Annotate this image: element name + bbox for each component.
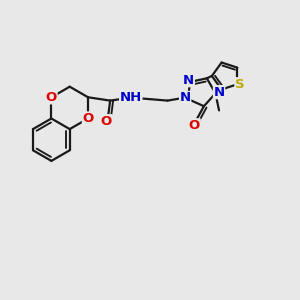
Text: O: O (189, 119, 200, 132)
Text: O: O (101, 115, 112, 128)
Text: N: N (183, 74, 194, 87)
Text: NH: NH (120, 91, 142, 104)
Text: O: O (46, 91, 57, 104)
Text: N: N (214, 85, 225, 99)
Text: S: S (235, 78, 244, 91)
Text: N: N (180, 92, 191, 104)
Text: O: O (82, 112, 94, 125)
